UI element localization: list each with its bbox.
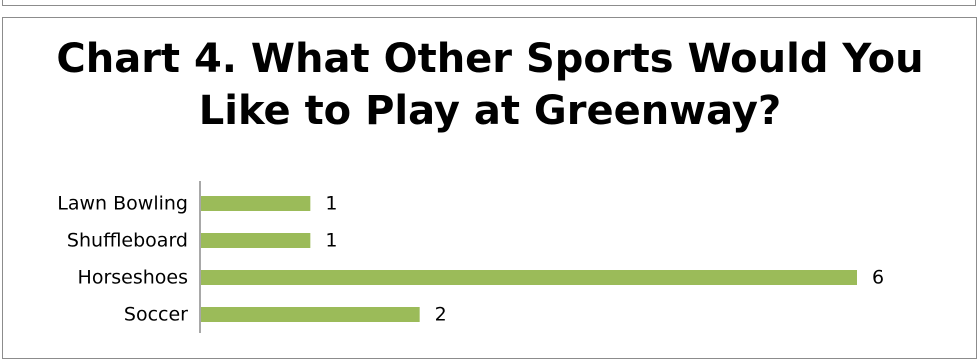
category-label: Lawn Bowling bbox=[57, 193, 188, 215]
bar bbox=[201, 270, 857, 285]
data-label: 6 bbox=[872, 267, 884, 289]
category-label: Shuffleboard bbox=[67, 230, 188, 252]
chart-frame bbox=[2, 17, 977, 359]
data-label: 1 bbox=[325, 193, 337, 215]
data-label: 1 bbox=[325, 230, 337, 252]
chart-title: Chart 4. What Other Sports Would You Lik… bbox=[0, 33, 980, 137]
data-label: 2 bbox=[435, 304, 447, 326]
chart-title-line-2: Like to Play at Greenway? bbox=[198, 88, 782, 134]
chart-title-line-1: Chart 4. What Other Sports Would You bbox=[56, 36, 924, 82]
category-label: Horseshoes bbox=[78, 267, 188, 289]
bar bbox=[201, 233, 311, 248]
category-label: Soccer bbox=[124, 304, 188, 326]
previous-chart-frame bbox=[2, 0, 976, 6]
bar bbox=[201, 307, 420, 322]
bar bbox=[201, 196, 311, 211]
